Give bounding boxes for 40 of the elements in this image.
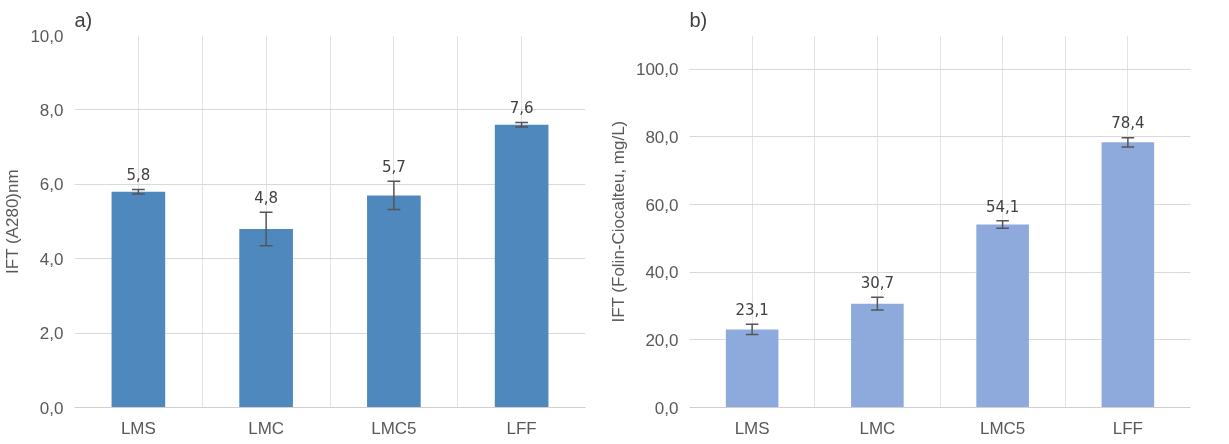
bar xyxy=(851,303,904,408)
x-tick-label: LMS xyxy=(734,418,770,438)
bar xyxy=(111,191,166,408)
data-label: 4,8 xyxy=(254,188,279,207)
data-label: 7,6 xyxy=(509,99,534,118)
bar xyxy=(239,228,293,408)
data-label: 30,7 xyxy=(860,273,895,292)
y-tick-label: 2,0 xyxy=(39,324,64,344)
y-tick-label: 60,0 xyxy=(645,195,679,215)
x-tick-label: LMC5 xyxy=(371,418,417,438)
bar xyxy=(494,124,549,408)
y-axis-title: IFT (Folin-Ciocalteu, mg/L) xyxy=(608,120,628,323)
data-label: 5,8 xyxy=(126,166,151,185)
data-label: 23,1 xyxy=(735,301,769,320)
x-tick-label: LMC5 xyxy=(979,418,1026,438)
data-label: 5,7 xyxy=(381,158,406,177)
x-tick-label: LFF xyxy=(506,418,537,438)
bar xyxy=(367,195,421,408)
bar xyxy=(976,224,1029,408)
y-tick-label: 20,0 xyxy=(645,330,679,350)
y-tick-label: 0,0 xyxy=(654,398,679,418)
text: b) xyxy=(689,8,708,31)
text: a) xyxy=(74,8,93,31)
y-tick-label: 6,0 xyxy=(39,175,64,195)
data-label: 78,4 xyxy=(1111,114,1145,133)
x-tick-label: LMC xyxy=(248,418,285,438)
y-tick-label: 80,0 xyxy=(645,127,679,147)
y-tick-label: 8,0 xyxy=(39,100,64,120)
y-tick-label: 40,0 xyxy=(645,263,679,283)
y-axis-title: IFT (A280)nm xyxy=(3,169,23,274)
x-tick-label: LMC xyxy=(859,418,896,438)
y-tick-label: 0,0 xyxy=(39,398,64,418)
x-tick-label: LMS xyxy=(120,418,156,438)
y-tick-label: 100,0 xyxy=(635,60,679,80)
y-tick-label: 10,0 xyxy=(30,26,64,46)
bar xyxy=(1101,142,1155,408)
y-tick-label: 4,0 xyxy=(39,249,64,269)
x-tick-label: LFF xyxy=(1112,418,1143,438)
bar xyxy=(725,329,779,408)
data-label: 54,1 xyxy=(985,197,1020,216)
